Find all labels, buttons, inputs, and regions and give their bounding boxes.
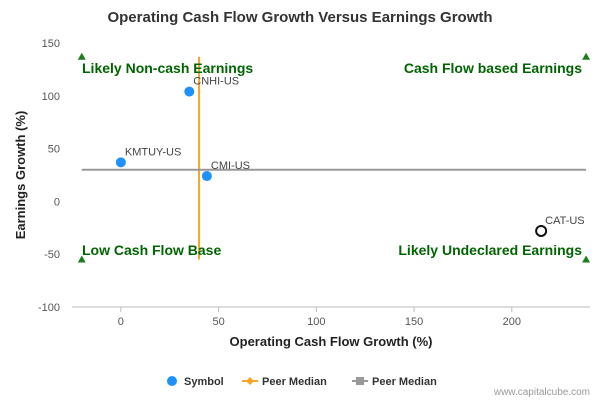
credit-text: www.capitalcube.com [493,387,590,398]
legend-square-marker [356,377,364,385]
y-tick-label: 150 [42,38,60,50]
y-axis-label: Earnings Growth (%) [13,111,28,240]
chart-title: Operating Cash Flow Growth Versus Earnin… [107,9,492,26]
data-point-label: CMI-US [211,160,250,172]
corner-triangle-marker [77,255,86,263]
y-tick-label: 50 [48,144,60,156]
x-tick-label: 150 [405,316,423,328]
legend-label: Symbol [184,376,224,388]
corner-triangle-marker [77,52,86,60]
quadrant-label-bottom-left: Low Cash Flow Base [82,242,221,258]
quadrant-label-top-right: Cash Flow based Earnings [404,60,582,76]
x-tick-label: 100 [307,316,325,328]
quadrant-label-bottom-right: Likely Undeclared Earnings [398,242,582,258]
y-tick-label: -50 [44,249,60,261]
y-tick-label: 0 [54,196,60,208]
y-tick-label: -100 [38,302,60,314]
plot-area: 0 50 100 150 200 -100 -50 0 50 100 150 Likely Non-c… [38,38,591,328]
data-point-label: CNHI-US [193,76,239,88]
legend-symbol-marker [167,376,177,386]
data-point [535,224,548,237]
corner-triangle-marker [582,255,591,263]
data-point-label: KMTUY-US [125,146,181,158]
data-point [184,86,195,97]
x-tick-label: 200 [503,316,521,328]
corner-triangle-marker [582,52,591,60]
x-tick-label: 0 [118,316,124,328]
legend: Symbol Peer Median Peer Median [167,376,437,388]
data-point-label: CAT-US [545,215,585,227]
x-axis-label: Operating Cash Flow Growth (%) [230,334,433,349]
legend-label: Peer Median [262,376,327,388]
legend-label: Peer Median [372,376,437,388]
legend-diamond-marker [246,377,254,385]
data-point [201,171,212,182]
quadrant-label-top-left: Likely Non-cash Earnings [82,60,253,76]
x-tick-label: 50 [212,316,224,328]
y-tick-label: 100 [42,91,60,103]
data-point [115,157,126,168]
